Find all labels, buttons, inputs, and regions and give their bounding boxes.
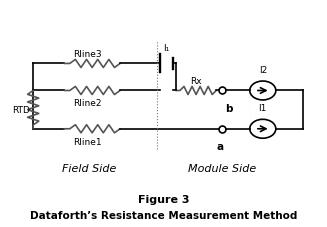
Text: Rx: Rx xyxy=(190,76,202,86)
Text: Dataforth’s Resistance Measurement Method: Dataforth’s Resistance Measurement Metho… xyxy=(30,210,297,220)
Text: Module Side: Module Side xyxy=(188,163,256,173)
Text: RTD: RTD xyxy=(12,106,30,115)
Text: Field Side: Field Side xyxy=(62,163,116,173)
Text: b: b xyxy=(226,104,233,113)
Text: Rline2: Rline2 xyxy=(73,99,102,108)
Text: Rline3: Rline3 xyxy=(73,50,102,59)
Text: I₁: I₁ xyxy=(164,44,170,53)
Text: I2: I2 xyxy=(259,65,267,74)
Text: Figure 3: Figure 3 xyxy=(138,194,189,204)
Text: Rline1: Rline1 xyxy=(73,137,102,146)
Text: I1: I1 xyxy=(259,104,267,112)
Text: a: a xyxy=(216,141,223,151)
